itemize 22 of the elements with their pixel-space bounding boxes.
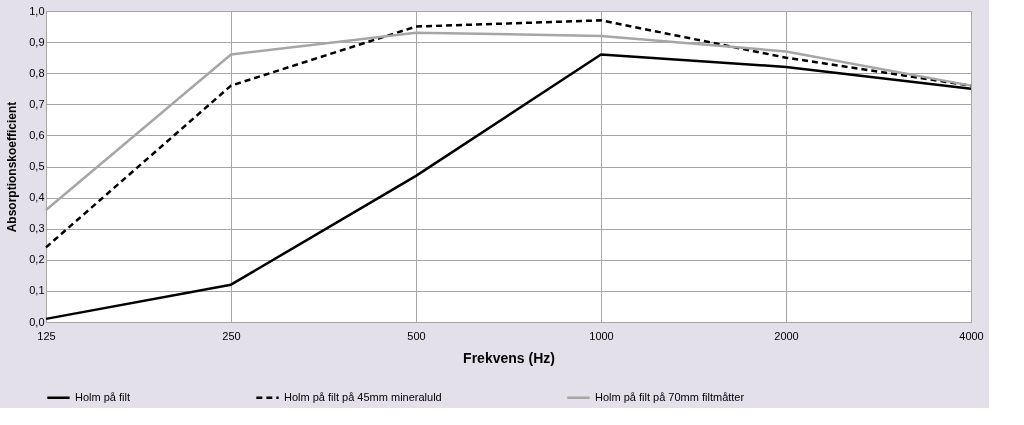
y-tick-label: 0,3 — [29, 222, 45, 235]
x-tick-label: 1000 — [589, 329, 614, 342]
legend-label: Holm på filt på 45mm mineraluld — [284, 390, 442, 403]
legend-label: Holm på filt — [75, 390, 131, 403]
legend-label: Holm på filt på 70mm filtmåtter — [595, 390, 745, 403]
y-tick-label: 0,5 — [29, 160, 45, 172]
x-tick-label: 4000 — [959, 329, 984, 342]
y-tick-label: 0,6 — [29, 128, 45, 141]
y-tick-label: 0,8 — [29, 66, 45, 79]
y-tick-label: 0,1 — [29, 284, 45, 297]
y-tick-label: 0,0 — [29, 315, 45, 328]
y-tick-label: 0,2 — [29, 253, 45, 266]
x-tick-label: 500 — [407, 329, 426, 342]
y-tick-label: 0,7 — [29, 97, 45, 110]
y-tick-label: 1,0 — [29, 4, 45, 17]
y-axis-title: Absorptionskoefficient — [5, 101, 20, 233]
y-tick-label: 0,4 — [29, 191, 45, 204]
y-tick-label: 0,9 — [29, 35, 45, 48]
x-tick-label: 2000 — [774, 329, 799, 342]
x-axis-title: Frekvens (Hz) — [463, 349, 555, 366]
x-tick-label: 125 — [37, 329, 56, 342]
x-tick-label: 250 — [222, 329, 241, 342]
